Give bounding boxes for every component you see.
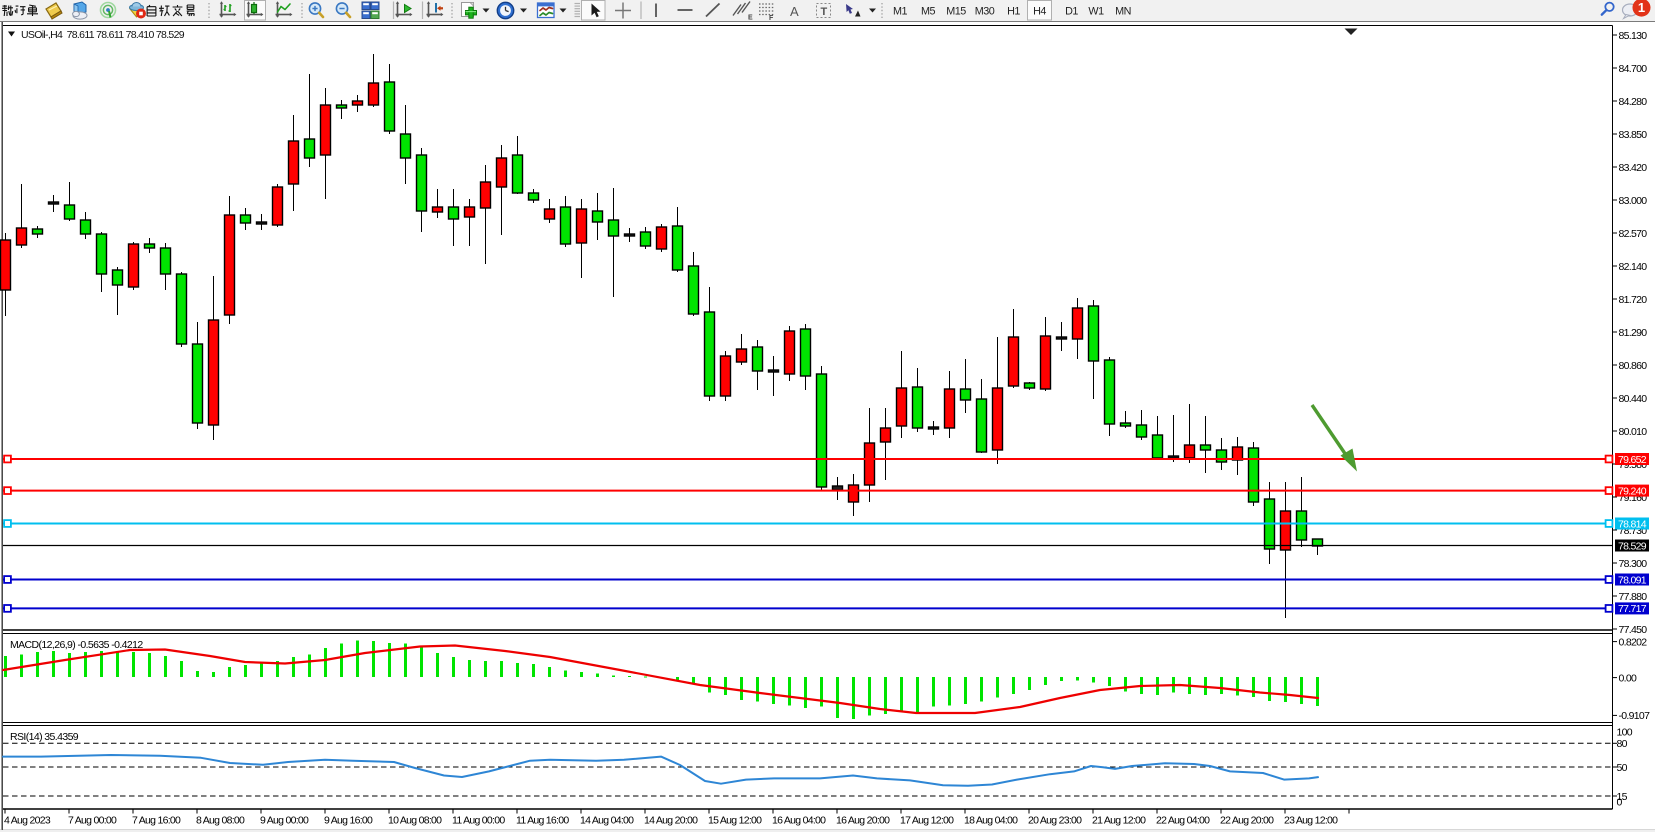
svg-text:0.8202: 0.8202 xyxy=(1619,636,1648,648)
svg-text:23 Aug 12:00: 23 Aug 12:00 xyxy=(1284,814,1338,826)
svg-text:E: E xyxy=(748,15,753,22)
svg-text:18 Aug 04:00: 18 Aug 04:00 xyxy=(964,814,1018,826)
svg-text:78.300: 78.300 xyxy=(1619,558,1648,570)
svg-text:M5: M5 xyxy=(921,5,935,17)
svg-text:USOil-,H4 78.611 78.611 78.41: USOil-,H4 78.611 78.611 78.410 78.529 xyxy=(21,29,185,41)
svg-text:D1: D1 xyxy=(1065,5,1078,17)
svg-text:84.280: 84.280 xyxy=(1619,96,1648,108)
svg-text:82.140: 82.140 xyxy=(1619,261,1648,273)
svg-text:77.450: 77.450 xyxy=(1619,624,1648,636)
svg-text:9 Aug 16:00: 9 Aug 16:00 xyxy=(324,814,373,826)
svg-text:10 Aug 08:00: 10 Aug 08:00 xyxy=(388,814,442,826)
svg-text:22 Aug 20:00: 22 Aug 20:00 xyxy=(1220,814,1274,826)
svg-text:20 Aug 23:00: 20 Aug 23:00 xyxy=(1028,814,1082,826)
svg-text:15 Aug 12:00: 15 Aug 12:00 xyxy=(708,814,762,826)
svg-text:1: 1 xyxy=(1638,0,1645,15)
svg-text:7 Aug 00:00: 7 Aug 00:00 xyxy=(68,814,117,826)
svg-text:83.000: 83.000 xyxy=(1619,195,1648,207)
svg-text:81.290: 81.290 xyxy=(1619,327,1648,339)
svg-text:21 Aug 12:00: 21 Aug 12:00 xyxy=(1092,814,1146,826)
svg-text:78.529: 78.529 xyxy=(1618,540,1647,552)
svg-text:78.091: 78.091 xyxy=(1618,574,1647,586)
svg-text:83.420: 83.420 xyxy=(1619,162,1648,174)
svg-text:79.652: 79.652 xyxy=(1618,454,1647,466)
svg-text:7 Aug 16:00: 7 Aug 16:00 xyxy=(132,814,181,826)
svg-text:MN: MN xyxy=(1115,5,1131,17)
svg-text:80.440: 80.440 xyxy=(1619,393,1648,405)
svg-text:RSI(14) 35.4359: RSI(14) 35.4359 xyxy=(10,731,79,743)
svg-text:14 Aug 04:00: 14 Aug 04:00 xyxy=(580,814,634,826)
svg-text:M1: M1 xyxy=(893,5,907,17)
svg-text:77.880: 77.880 xyxy=(1619,591,1648,603)
svg-text:M15: M15 xyxy=(946,5,966,17)
svg-text:A: A xyxy=(790,4,799,19)
svg-text:50: 50 xyxy=(1617,762,1628,774)
svg-text:82.570: 82.570 xyxy=(1619,228,1648,240)
svg-text:83.850: 83.850 xyxy=(1619,129,1648,141)
svg-text:16 Aug 20:00: 16 Aug 20:00 xyxy=(836,814,890,826)
svg-text:-0.9107: -0.9107 xyxy=(1619,710,1651,722)
svg-text:16 Aug 04:00: 16 Aug 04:00 xyxy=(772,814,826,826)
svg-text:0.00: 0.00 xyxy=(1619,672,1637,684)
svg-text:F: F xyxy=(769,15,774,22)
svg-text:9 Aug 00:00: 9 Aug 00:00 xyxy=(260,814,309,826)
svg-text:H1: H1 xyxy=(1007,5,1020,17)
svg-text:100: 100 xyxy=(1617,726,1633,738)
svg-text:80.010: 80.010 xyxy=(1619,426,1648,438)
svg-text:4 Aug 2023: 4 Aug 2023 xyxy=(4,814,51,826)
svg-text:84.700: 84.700 xyxy=(1619,63,1648,75)
svg-text:17 Aug 12:00: 17 Aug 12:00 xyxy=(900,814,954,826)
svg-text:11 Aug 00:00: 11 Aug 00:00 xyxy=(452,814,505,826)
svg-text:W1: W1 xyxy=(1088,5,1104,17)
svg-text:22 Aug 04:00: 22 Aug 04:00 xyxy=(1156,814,1210,826)
svg-text:H4: H4 xyxy=(1033,5,1046,17)
svg-text:MACD(12,26,9) -0.5635 -0.4212: MACD(12,26,9) -0.5635 -0.4212 xyxy=(10,639,143,651)
svg-text:11 Aug 16:00: 11 Aug 16:00 xyxy=(516,814,569,826)
svg-text:85.130: 85.130 xyxy=(1619,30,1648,42)
svg-text:81.720: 81.720 xyxy=(1619,294,1648,306)
svg-text:80.860: 80.860 xyxy=(1619,360,1648,372)
svg-text:T: T xyxy=(821,6,828,18)
svg-text:80: 80 xyxy=(1617,738,1628,750)
svg-text:14 Aug 20:00: 14 Aug 20:00 xyxy=(644,814,698,826)
svg-text:0: 0 xyxy=(1617,796,1623,808)
svg-text:M30: M30 xyxy=(975,5,995,17)
svg-text:77.717: 77.717 xyxy=(1618,603,1647,615)
svg-text:79.240: 79.240 xyxy=(1618,485,1647,497)
svg-text:8 Aug 08:00: 8 Aug 08:00 xyxy=(196,814,245,826)
svg-text:15: 15 xyxy=(1617,791,1628,803)
svg-text:78.814: 78.814 xyxy=(1618,518,1647,530)
